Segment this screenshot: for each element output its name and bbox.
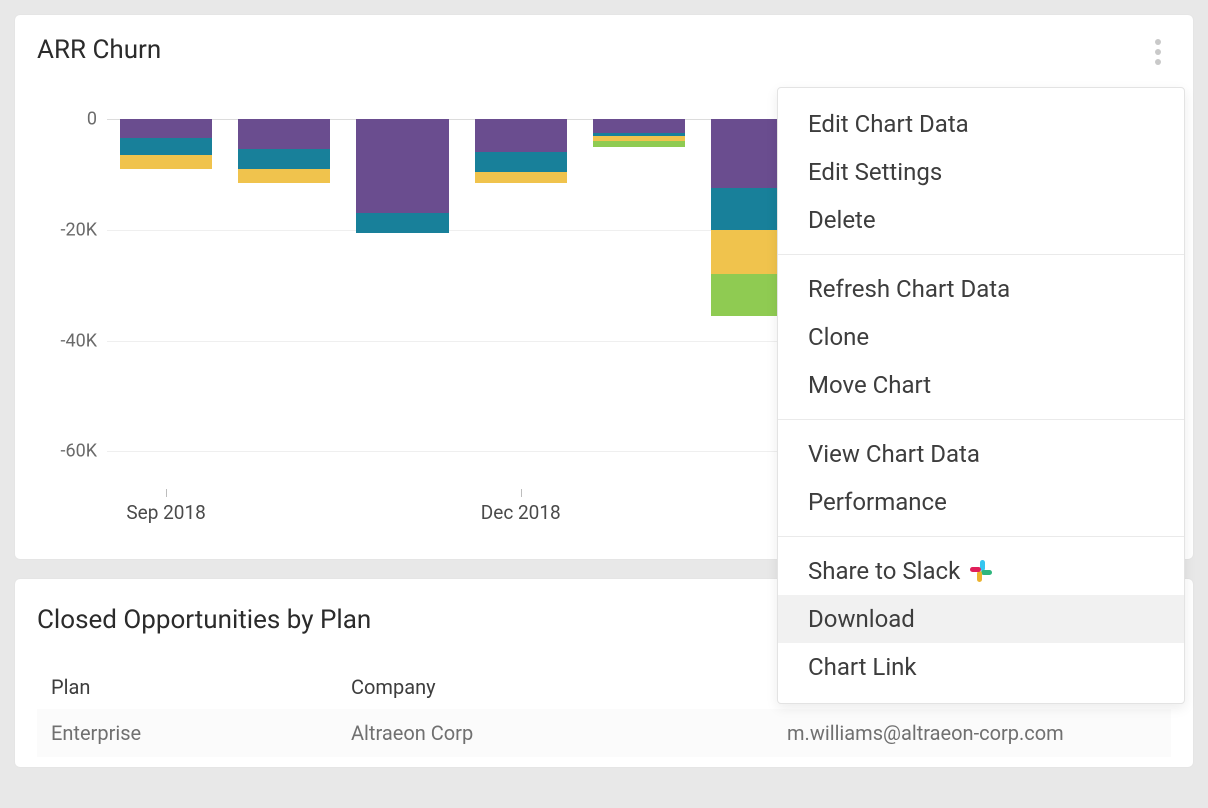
bar-segment-yellow — [120, 155, 212, 169]
bar-segment-purple — [238, 119, 330, 149]
menu-item-label: Refresh Chart Data — [808, 275, 1010, 303]
cell-company: Altraeon Corp — [351, 721, 787, 745]
y-axis: 0-20K-40K-60K — [37, 119, 97, 479]
menu-item-edit-settings[interactable]: Edit Settings — [778, 148, 1184, 196]
arr-churn-card: ARR Churn Pr 0-20K-40K-60K Sep 2018Dec 2… — [14, 14, 1194, 560]
bar-segment-purple — [475, 119, 567, 152]
menu-item-edit-chart-data[interactable]: Edit Chart Data — [778, 100, 1184, 148]
menu-item-label: Performance — [808, 488, 947, 516]
y-axis-tick: 0 — [37, 109, 97, 130]
bar-segment-yellow — [475, 172, 567, 183]
chart-title: ARR Churn — [37, 35, 161, 65]
bar-group[interactable] — [593, 119, 685, 479]
menu-divider — [778, 254, 1184, 255]
bar-group[interactable] — [475, 119, 567, 479]
y-axis-tick: -40K — [37, 330, 97, 351]
slack-icon — [970, 560, 992, 582]
menu-item-share-to-slack[interactable]: Share to Slack — [778, 547, 1184, 595]
chart-card-header: ARR Churn — [37, 35, 1171, 69]
menu-item-view-chart-data[interactable]: View Chart Data — [778, 430, 1184, 478]
bar-group[interactable] — [356, 119, 448, 479]
menu-item-delete[interactable]: Delete — [778, 196, 1184, 244]
bar-segment-purple — [593, 119, 685, 133]
menu-item-label: Clone — [808, 323, 869, 351]
menu-item-refresh-chart-data[interactable]: Refresh Chart Data — [778, 265, 1184, 313]
menu-item-label: Move Chart — [808, 371, 931, 399]
menu-item-label: Edit Settings — [808, 158, 942, 186]
cell-email: m.williams@altraeon-corp.com — [787, 721, 1157, 745]
bar-segment-green — [593, 141, 685, 147]
menu-item-label: Edit Chart Data — [808, 110, 969, 138]
menu-item-clone[interactable]: Clone — [778, 313, 1184, 361]
cell-plan: Enterprise — [51, 721, 351, 745]
chart-context-menu: Edit Chart Data Edit Settings Delete Refres… — [777, 87, 1185, 704]
bar-segment-teal — [356, 213, 448, 232]
x-tick-mark — [166, 489, 167, 497]
menu-item-label: Share to Slack — [808, 557, 960, 585]
column-header-plan[interactable]: Plan — [51, 675, 351, 699]
y-axis-tick: -60K — [37, 441, 97, 462]
table-row[interactable]: EnterpriseAltraeon Corpm.williams@altrae… — [37, 709, 1171, 757]
bar-segment-purple — [356, 119, 448, 213]
menu-item-label: Delete — [808, 206, 876, 234]
column-header-company[interactable]: Company — [351, 675, 787, 699]
x-axis-label: Dec 2018 — [481, 501, 561, 524]
menu-item-download[interactable]: Download — [778, 595, 1184, 643]
x-axis-label: Sep 2018 — [126, 501, 205, 524]
bar-segment-teal — [475, 152, 567, 171]
menu-divider — [778, 419, 1184, 420]
bar-segment-teal — [120, 138, 212, 155]
menu-item-label: Chart Link — [808, 653, 917, 681]
menu-item-performance[interactable]: Performance — [778, 478, 1184, 526]
menu-item-label: Download — [808, 605, 915, 633]
bar-segment-teal — [238, 149, 330, 168]
bar-group[interactable] — [120, 119, 212, 479]
y-axis-tick: -20K — [37, 219, 97, 240]
menu-item-move-chart[interactable]: Move Chart — [778, 361, 1184, 409]
menu-item-label: View Chart Data — [808, 440, 980, 468]
bar-group[interactable] — [238, 119, 330, 479]
bar-segment-purple — [120, 119, 212, 138]
menu-item-chart-link[interactable]: Chart Link — [778, 643, 1184, 691]
x-tick-mark — [521, 489, 522, 497]
bar-segment-yellow — [238, 169, 330, 183]
chart-more-menu-button[interactable] — [1145, 35, 1171, 69]
menu-divider — [778, 536, 1184, 537]
